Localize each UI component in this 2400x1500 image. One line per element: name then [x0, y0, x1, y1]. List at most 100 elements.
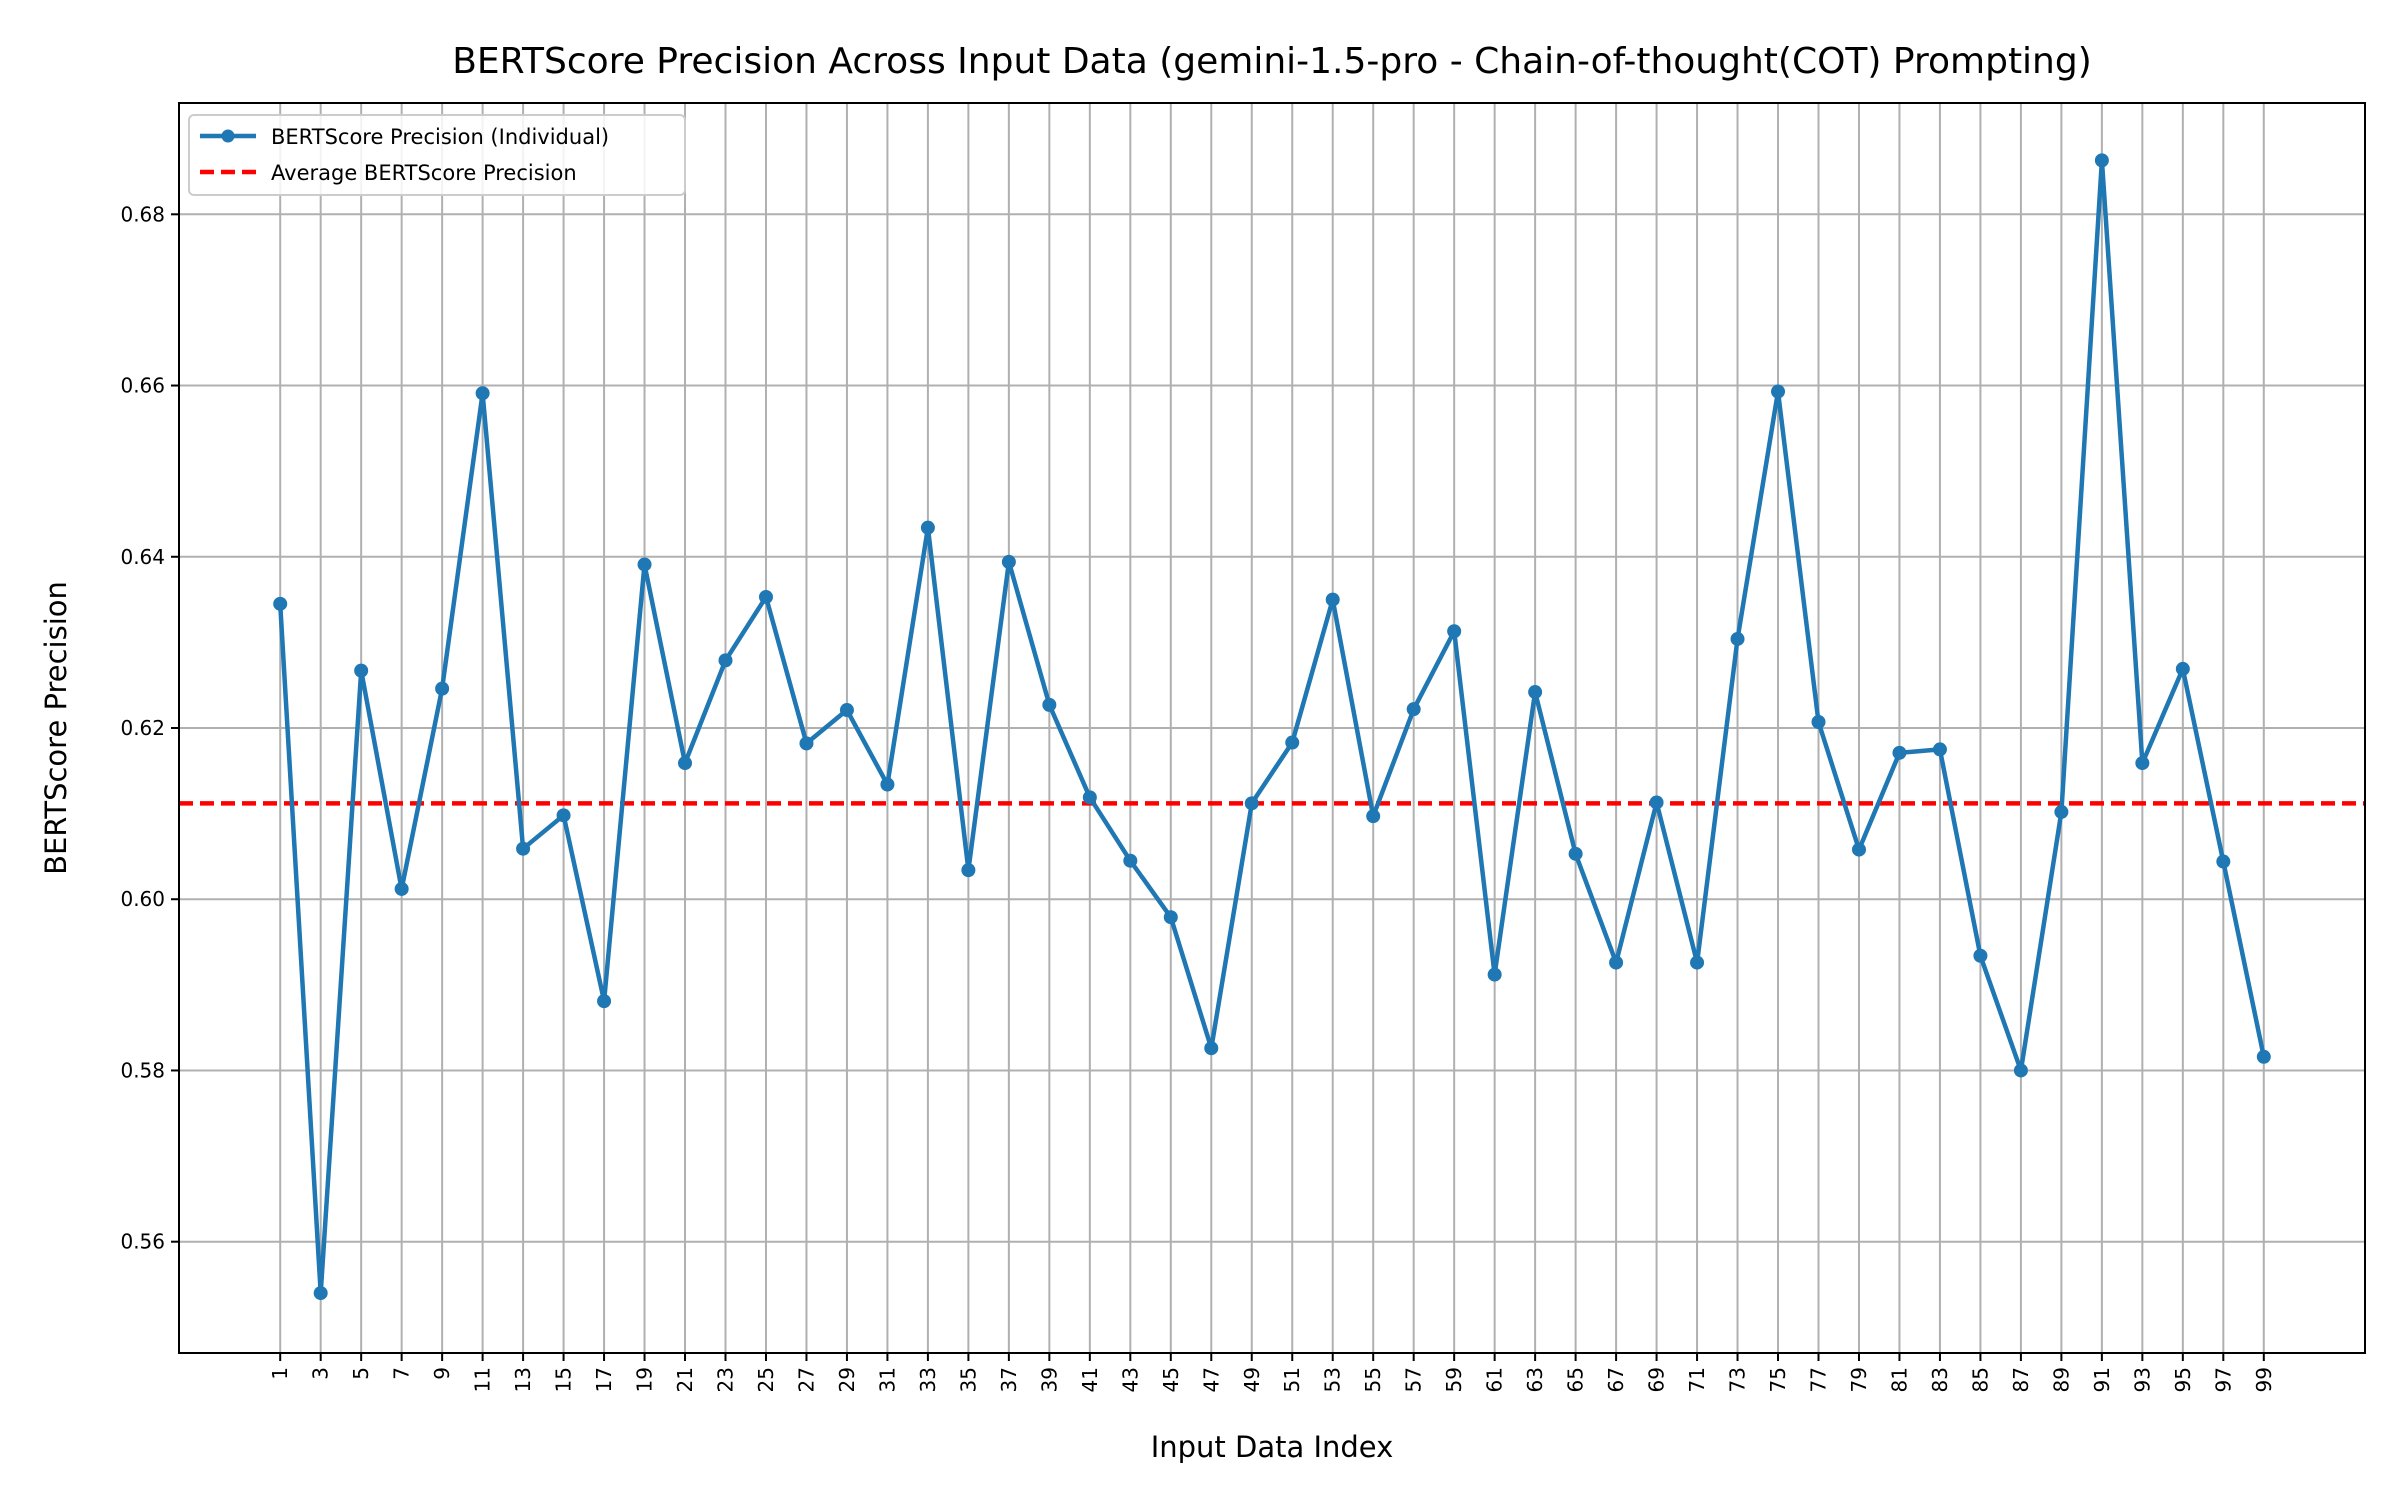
chart-title: BERTScore Precision Across Input Data (g…	[452, 41, 2092, 82]
data-point	[799, 736, 814, 751]
x-tick-label: 43	[1118, 1367, 1142, 1392]
x-tick-label: 91	[2090, 1367, 2114, 1392]
y-tick-label: 0.66	[120, 374, 165, 398]
x-tick-label: 41	[1078, 1367, 1102, 1392]
x-tick-label: 27	[794, 1367, 818, 1392]
x-tick-label: 13	[511, 1367, 535, 1392]
x-tick-label: 57	[1402, 1367, 1426, 1392]
data-point	[2135, 756, 2150, 771]
x-tick-label: 25	[754, 1367, 778, 1392]
data-point	[1487, 967, 1502, 982]
y-tick-label: 0.64	[120, 545, 165, 569]
data-point	[1609, 955, 1624, 970]
data-point	[313, 1286, 328, 1301]
data-point	[2094, 153, 2109, 168]
x-tick-label: 77	[1807, 1367, 1831, 1392]
data-point	[880, 777, 895, 792]
x-tick-label: 97	[2211, 1367, 2235, 1392]
data-point	[1528, 685, 1543, 700]
data-point	[1244, 796, 1259, 811]
data-point	[556, 808, 571, 823]
data-point	[839, 703, 854, 718]
data-point	[2216, 854, 2231, 869]
x-tick-label: 39	[1037, 1367, 1061, 1392]
data-point	[1447, 624, 1462, 639]
data-point	[394, 881, 409, 896]
data-point	[2256, 1049, 2271, 1064]
data-point	[1001, 554, 1016, 569]
data-point	[1204, 1041, 1219, 1056]
x-tick-label: 55	[1361, 1367, 1385, 1392]
x-tick-label: 89	[2049, 1367, 2073, 1392]
x-tick-label: 53	[1321, 1367, 1345, 1392]
x-axis-label: Input Data Index	[1151, 1430, 1394, 1464]
x-tick-label: 83	[1928, 1367, 1952, 1392]
data-point	[435, 681, 450, 696]
data-point	[678, 756, 693, 771]
x-tick-label: 37	[997, 1367, 1021, 1392]
data-point	[1973, 948, 1988, 963]
data-point	[1123, 853, 1138, 868]
x-tick-label: 63	[1523, 1367, 1547, 1392]
x-tick-label: 11	[471, 1367, 495, 1392]
x-tick-label: 95	[2171, 1367, 2195, 1392]
x-tick-label: 23	[714, 1367, 738, 1392]
x-tick-label: 29	[835, 1367, 859, 1392]
data-point	[1730, 631, 1745, 646]
x-tick-label: 45	[1159, 1367, 1183, 1392]
data-point	[1366, 809, 1381, 824]
x-tick-label: 59	[1442, 1367, 1466, 1392]
data-point	[2013, 1063, 2028, 1078]
x-tick-label: 65	[1564, 1367, 1588, 1392]
data-point	[961, 863, 976, 878]
x-tick-label: 5	[349, 1367, 373, 1380]
data-point	[273, 596, 288, 611]
data-point	[1932, 742, 1947, 757]
data-point	[1406, 702, 1421, 717]
data-point	[1163, 910, 1178, 925]
x-tick-label: 35	[956, 1367, 980, 1392]
x-tick-label: 33	[916, 1367, 940, 1392]
legend-label-individual: BERTScore Precision (Individual)	[271, 125, 609, 149]
x-tick-label: 17	[592, 1367, 616, 1392]
grid-lines	[179, 103, 2365, 1353]
data-point	[597, 994, 612, 1009]
data-point	[718, 653, 733, 668]
axis-ticks: 1 3 5 7 9 11 13 15 17 19 21 23 25 27 29 31 33 35 37 39 41 43 4…	[120, 202, 2275, 1392]
x-tick-label: 15	[552, 1367, 576, 1392]
data-point	[354, 663, 369, 678]
data-point	[1285, 735, 1300, 750]
x-tick-label: 67	[1604, 1367, 1628, 1392]
y-tick-label: 0.56	[120, 1230, 165, 1254]
data-point	[1649, 795, 1664, 810]
x-tick-label: 49	[1240, 1367, 1264, 1392]
y-axis-label: BERTScore Precision	[39, 581, 73, 875]
y-tick-label: 0.68	[120, 202, 165, 226]
data-point	[637, 557, 652, 572]
x-tick-label: 47	[1199, 1367, 1223, 1392]
x-tick-label: 85	[1968, 1367, 1992, 1392]
legend-marker-individual	[221, 129, 235, 143]
x-tick-label: 19	[633, 1367, 657, 1392]
x-tick-label: 9	[430, 1367, 454, 1380]
y-tick-label: 0.62	[120, 716, 165, 740]
data-point	[2054, 804, 2069, 819]
data-point	[1325, 592, 1340, 607]
data-point	[920, 520, 935, 535]
x-tick-label: 61	[1483, 1367, 1507, 1392]
x-tick-label: 3	[309, 1367, 333, 1380]
x-tick-label: 31	[875, 1367, 899, 1392]
x-tick-label: 87	[2009, 1367, 2033, 1392]
legend: BERTScore Precision (Individual) Average…	[188, 114, 686, 196]
x-tick-label: 21	[673, 1367, 697, 1392]
x-tick-label: 73	[1726, 1367, 1750, 1392]
data-point	[1082, 790, 1097, 805]
x-tick-label: 79	[1847, 1367, 1871, 1392]
data-point	[475, 386, 490, 401]
y-tick-label: 0.58	[120, 1058, 165, 1082]
data-point	[1811, 715, 1826, 730]
x-tick-label: 1	[268, 1367, 292, 1380]
data-point	[1042, 697, 1057, 712]
x-tick-label: 81	[1887, 1367, 1911, 1392]
